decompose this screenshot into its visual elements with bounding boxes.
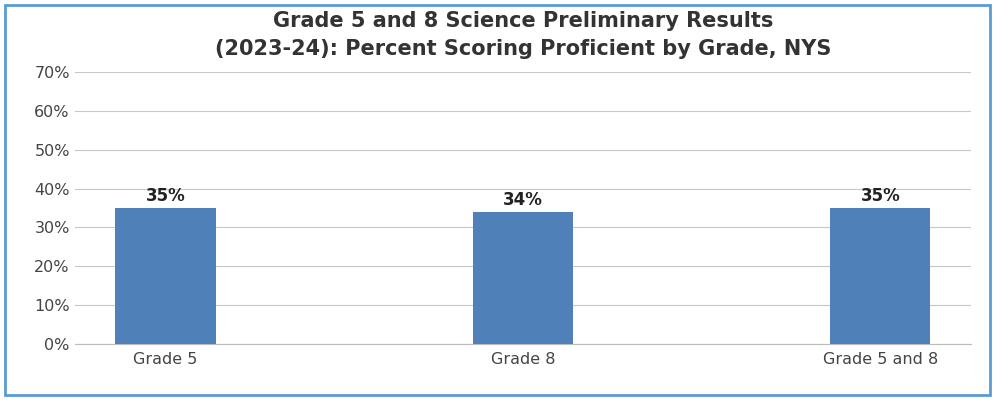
Bar	[831, 208, 930, 344]
Bar	[116, 208, 215, 344]
Text: 34%: 34%	[503, 191, 543, 209]
Text: 35%: 35%	[861, 187, 900, 205]
Text: 35%: 35%	[145, 187, 185, 205]
Bar	[473, 212, 573, 344]
Title: Grade 5 and 8 Science Preliminary Results
(2023-24): Percent Scoring Proficient : Grade 5 and 8 Science Preliminary Result…	[215, 11, 831, 59]
